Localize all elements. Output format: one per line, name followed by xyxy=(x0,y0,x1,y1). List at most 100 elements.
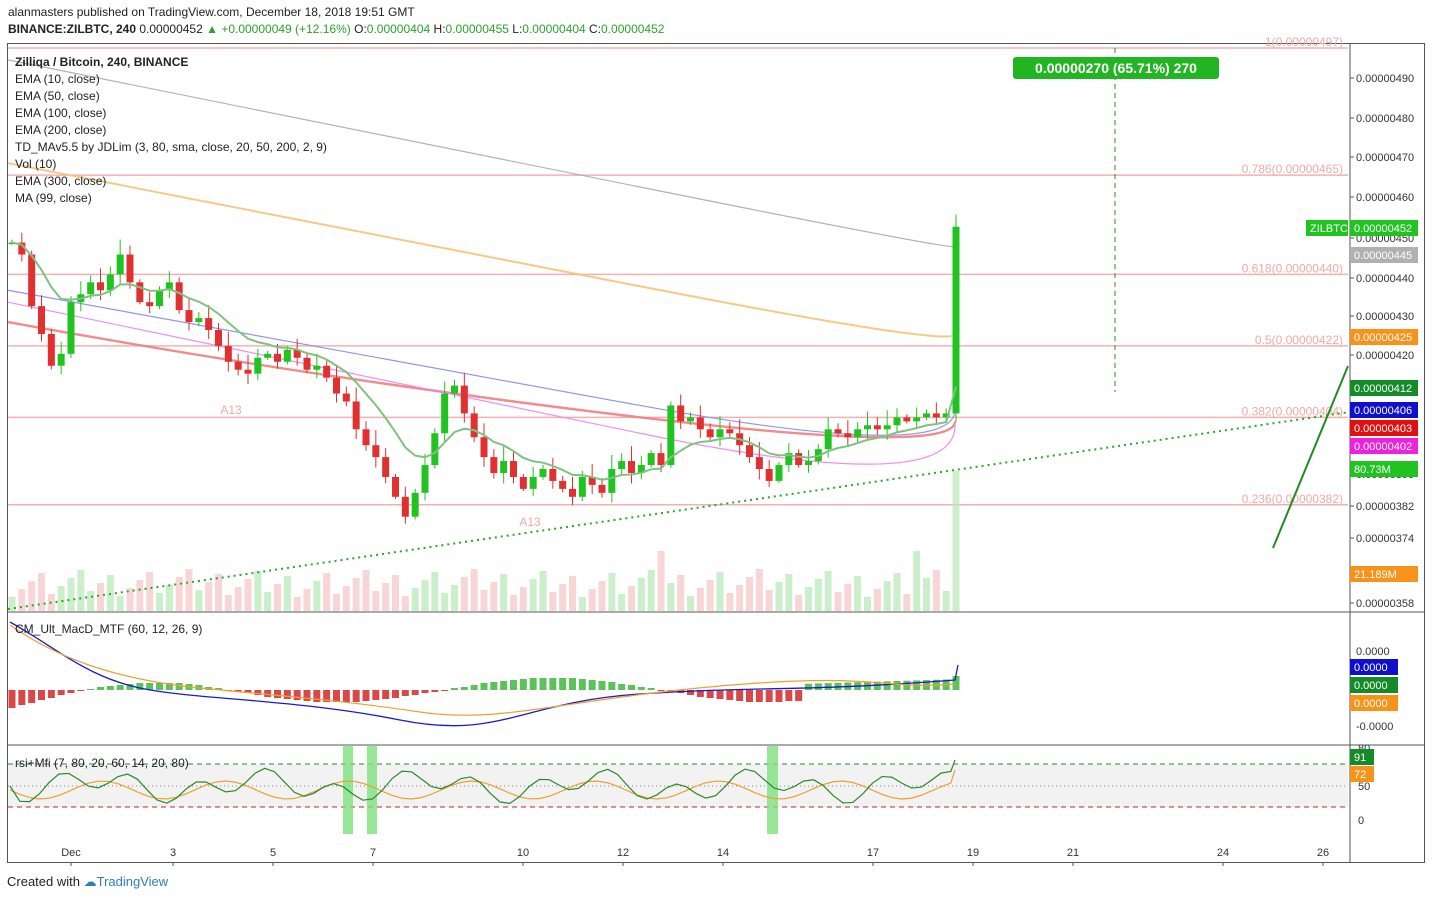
volume-bar xyxy=(864,597,871,611)
macd-histogram-bar xyxy=(313,690,321,702)
macd-histogram-bar xyxy=(303,690,311,701)
rsi-tick-label: 50 xyxy=(1358,781,1370,793)
price-badge-bg xyxy=(1350,402,1418,418)
volume-bar xyxy=(254,571,262,611)
time-tick-label: 12 xyxy=(617,847,629,859)
candle-body xyxy=(234,361,242,370)
macd-histogram-bar xyxy=(814,683,822,690)
macd-badge-text: 0.0000 xyxy=(1354,662,1388,674)
volume-bar xyxy=(903,594,911,611)
candle-body xyxy=(559,480,567,489)
macd-histogram-bar xyxy=(156,683,163,690)
candle-body xyxy=(785,453,793,466)
support-trendline xyxy=(7,411,1351,610)
legend-td-ma[interactable]: TD_MAv5.5 by JDLim (3, 80, sma, close, 2… xyxy=(15,140,327,154)
time-tick-label: 17 xyxy=(867,847,879,859)
candle-body xyxy=(687,417,694,422)
volume-bar xyxy=(942,591,950,611)
volume-bar xyxy=(460,577,468,611)
volume-bar xyxy=(500,574,508,611)
volume-bar xyxy=(382,583,390,611)
low-label: L: xyxy=(512,22,523,36)
signal-line xyxy=(9,624,956,716)
candle-body xyxy=(116,254,124,275)
macd-line xyxy=(9,621,959,727)
macd-tick-label: -0.0000 xyxy=(1356,721,1393,733)
volume-bar xyxy=(8,597,16,611)
rsi-title[interactable]: rsi+Mfi (7, 80, 20, 60, 14, 20, 80) xyxy=(15,756,189,770)
candle-body xyxy=(126,254,134,283)
candle-body xyxy=(224,345,232,362)
macd-histogram-bar xyxy=(578,679,586,690)
volume-bar xyxy=(932,570,940,611)
legend-title: Zilliqa / Bitcoin, 240, BINANCE xyxy=(15,55,189,69)
candle-body xyxy=(165,282,173,291)
macd-histogram-bar xyxy=(873,681,881,690)
price-tick-label: 0.00000480 xyxy=(1356,113,1414,125)
candle-body xyxy=(824,429,832,450)
volume-bar xyxy=(559,584,567,611)
candle-body xyxy=(215,329,222,346)
open-value: 0.00000404 xyxy=(366,22,431,36)
macd-badge-bg xyxy=(1350,677,1398,693)
legend-ma99[interactable]: MA (99, close) xyxy=(15,191,92,205)
tradingview-logo-icon[interactable]: ☁ xyxy=(83,874,97,889)
legend-ema200[interactable]: EMA (200, close) xyxy=(15,123,107,137)
close-label: C: xyxy=(589,22,602,36)
volume-bar xyxy=(755,569,763,611)
macd-histogram-bar xyxy=(549,678,557,690)
macd-histogram-bar xyxy=(106,686,114,690)
volume-bar xyxy=(490,582,498,611)
macd-histogram-bar xyxy=(47,690,55,698)
candle-body xyxy=(834,429,842,434)
candle-body xyxy=(293,349,301,358)
legend-ema100[interactable]: EMA (100, close) xyxy=(15,106,107,120)
legend-ema50[interactable]: EMA (50, close) xyxy=(15,89,100,103)
candle-body xyxy=(441,393,449,434)
candle-body xyxy=(18,242,26,255)
price-badge-bg xyxy=(1350,329,1418,345)
td-marker-label: A13 xyxy=(220,403,242,417)
candle-body xyxy=(136,282,144,303)
rsi-badge-bg xyxy=(1350,749,1374,765)
volume-bar xyxy=(264,592,272,611)
brand-name[interactable]: TradingView xyxy=(96,874,169,889)
oversold-highlight xyxy=(767,746,778,834)
price-tick-label: 0.00000470 xyxy=(1356,152,1414,164)
candle-body xyxy=(775,465,783,481)
volume-bar xyxy=(421,580,429,611)
candle-body xyxy=(952,226,960,414)
price-tick-label: 0.00000490 xyxy=(1356,73,1414,85)
candle-body xyxy=(539,469,547,477)
volume-bar xyxy=(38,573,45,611)
candle-body xyxy=(254,357,262,374)
candle-body xyxy=(883,425,891,430)
volume-bar xyxy=(392,575,399,611)
macd-histogram-bar xyxy=(608,682,616,690)
time-tick-label: 24 xyxy=(1217,847,1229,859)
volume-bar xyxy=(274,584,281,611)
macd-histogram-bar xyxy=(382,690,390,699)
candle-body xyxy=(696,417,704,430)
candle-body xyxy=(805,461,812,466)
legend-ema10[interactable]: EMA (10, close) xyxy=(15,72,100,86)
open-label: O: xyxy=(354,22,367,36)
candle-body xyxy=(893,417,901,426)
legend-ema300[interactable]: EMA (300, close) xyxy=(15,174,107,188)
macd-title[interactable]: CM_Ult_MacD_MTF (60, 12, 26, 9) xyxy=(15,622,203,636)
volume-bar xyxy=(805,587,812,611)
mfi-line xyxy=(9,769,956,800)
volume-bar xyxy=(77,570,85,611)
candle-body xyxy=(647,453,655,466)
macd-histogram-bar xyxy=(421,690,429,693)
author-link[interactable]: alanmasters xyxy=(8,5,74,19)
legend-volume[interactable]: Vol (10) xyxy=(15,157,57,171)
publish-line: alanmasters published on TradingView.com… xyxy=(8,5,415,19)
candle-body xyxy=(264,353,272,358)
macd-histogram-bar xyxy=(323,690,331,702)
volume-bar xyxy=(362,570,370,611)
volume-bar xyxy=(883,581,891,611)
volume-bar xyxy=(746,577,753,611)
volume-bar xyxy=(637,578,645,611)
